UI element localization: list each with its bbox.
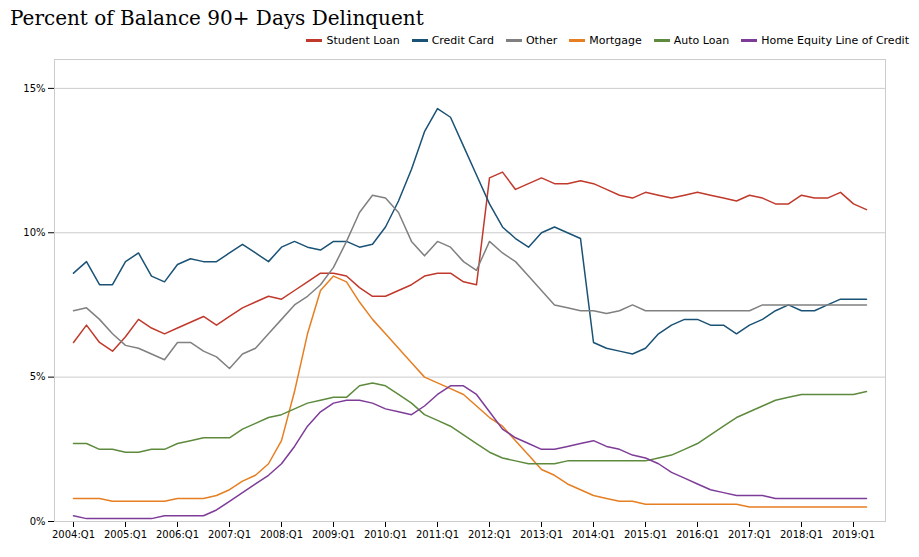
svg-text:15%: 15% [23,83,45,94]
svg-text:2006:Q1: 2006:Q1 [156,529,199,540]
svg-text:2007:Q1: 2007:Q1 [208,529,251,540]
svg-text:2018:Q1: 2018:Q1 [780,529,823,540]
html-text:Percent of Balance 90+ Days De: Percent of Balance 90+ Days Delinquent [10,6,424,30]
svg-text:2010:Q1: 2010:Q1 [364,529,407,540]
svg-text:2012:Q1: 2012:Q1 [468,529,511,540]
html-text:Home Equity Line of Credit: Home Equity Line of Credit [761,34,909,47]
svg-text:2004:Q1: 2004:Q1 [52,529,95,540]
html-text:Mortgage: Mortgage [589,34,642,47]
svg-text:2009:Q1: 2009:Q1 [312,529,355,540]
svg-text:2016:Q1: 2016:Q1 [676,529,719,540]
svg-text:2008:Q1: 2008:Q1 [260,529,303,540]
html-text:Other: Other [525,34,558,47]
svg-text:2005:Q1: 2005:Q1 [104,529,147,540]
html-text:Auto Loan: Auto Loan [673,34,730,47]
html-text:Student Loan: Student Loan [326,34,400,47]
html-text:Credit Card: Credit Card [431,34,494,47]
svg-text:2015:Q1: 2015:Q1 [624,529,667,540]
svg-text:2019:Q1: 2019:Q1 [832,529,875,540]
svg-text:5%: 5% [30,371,46,382]
svg-text:10%: 10% [23,227,45,238]
svg-text:2017:Q1: 2017:Q1 [728,529,771,540]
svg-text:2013:Q1: 2013:Q1 [520,529,563,540]
svg-text:0%: 0% [30,516,46,527]
svg-text:2011:Q1: 2011:Q1 [416,529,459,540]
svg-text:2014:Q1: 2014:Q1 [572,529,615,540]
